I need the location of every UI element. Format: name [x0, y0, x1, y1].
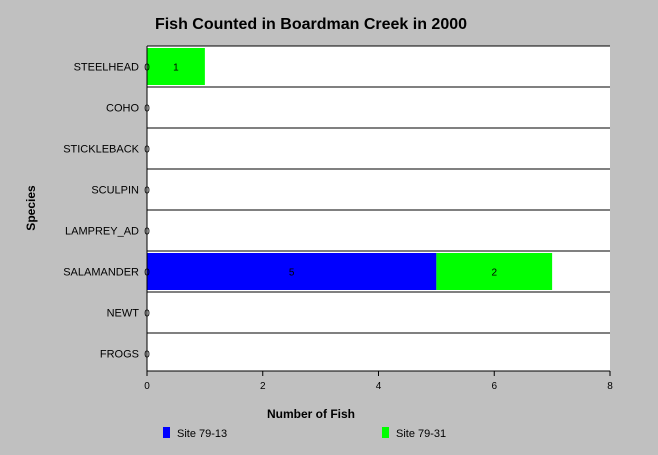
x-tick-label-8: 8	[607, 381, 613, 392]
legend: Site 79-13 Site 79-31	[163, 427, 446, 440]
category-label-newt: NEWT	[107, 308, 140, 320]
gridlines	[147, 45, 610, 334]
bar-salamander-site-79-13	[147, 253, 437, 290]
data-label-steelhead-site-79-31: 1	[173, 63, 179, 74]
category-label-coho: COHO	[106, 103, 139, 115]
category-label-frogs: FROGS	[100, 349, 139, 361]
x-tick-label-2: 2	[260, 381, 266, 392]
x-axis: 0 2 4 6 8	[144, 46, 613, 392]
x-tick-label-6: 6	[491, 381, 497, 392]
category-labels: STEELHEAD COHO STICKLEBACK SCULPIN LAMPREY_A…	[63, 62, 139, 361]
data-label-salamander-site-79-13: 5	[289, 268, 295, 279]
legend-swatch-site-79-13	[163, 427, 170, 438]
legend-swatch-site-79-31	[382, 427, 389, 438]
legend-label-site-79-31: Site 79-31	[396, 428, 446, 440]
category-label-lamprey-ad: LAMPREY_AD	[65, 226, 139, 238]
bar-salamander-site-79-31	[436, 253, 553, 290]
chart-title: Fish Counted in Boardman Creek in 2000	[155, 16, 467, 33]
category-label-salamander: SALAMANDER	[63, 267, 139, 279]
x-tick-label-0: 0	[144, 381, 150, 392]
bars-layer: 1 5 2	[147, 48, 553, 290]
x-tick-label-4: 4	[376, 381, 382, 392]
legend-label-site-79-13: Site 79-13	[177, 428, 227, 440]
category-label-sculpin: SCULPIN	[91, 185, 139, 197]
category-label-stickleback: STICKLEBACK	[63, 144, 139, 156]
plot-area	[147, 46, 610, 371]
x-axis-title: Number of Fish	[267, 407, 355, 421]
y-axis-title: Species	[24, 185, 38, 231]
bar-steelhead-site-79-31	[147, 48, 205, 85]
data-label-salamander-site-79-31: 2	[491, 268, 497, 279]
category-label-steelhead: STEELHEAD	[74, 62, 139, 74]
